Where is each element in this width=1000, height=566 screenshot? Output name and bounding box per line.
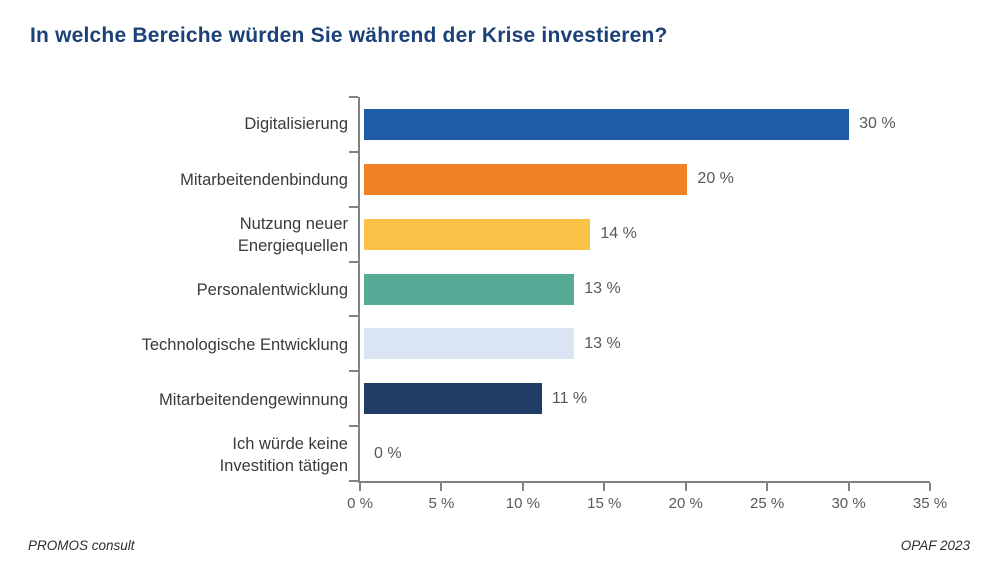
x-axis-tick-label: 25 % bbox=[750, 495, 785, 512]
category-axis-labels: Digitalisierung Mitarbeitendenbindung Nutz… bbox=[0, 97, 348, 483]
y-axis-tick bbox=[349, 480, 358, 482]
y-axis-tick bbox=[349, 96, 358, 98]
chart-title: In welche Bereiche würden Sie während de… bbox=[30, 24, 668, 47]
bar bbox=[364, 218, 591, 250]
x-axis-tick bbox=[684, 483, 687, 491]
y-axis-tick bbox=[349, 260, 358, 263]
y-axis-tick bbox=[349, 370, 358, 373]
y-axis-tick bbox=[349, 315, 358, 318]
bar-row: 13 % bbox=[360, 262, 930, 317]
plot-area: 30 % 20 % 14 % 13 % 13 % 11 % 0 % 0 % 5 % 10 % 15… bbox=[347, 96, 947, 512]
bar-row: 20 % bbox=[360, 152, 930, 207]
category-label: Digitalisierung bbox=[244, 115, 348, 134]
x-axis-tick bbox=[603, 483, 606, 491]
bar-row: 30 % bbox=[360, 97, 930, 152]
bar bbox=[364, 273, 575, 305]
x-axis-tick-label: 0 % bbox=[347, 495, 373, 512]
x-axis-tick-label: 20 % bbox=[668, 495, 703, 512]
bar bbox=[364, 108, 850, 140]
x-axis-tick-label: 5 % bbox=[428, 495, 455, 512]
bar bbox=[364, 328, 575, 360]
category-label: Mitarbeitendenbindung bbox=[180, 170, 348, 189]
x-axis-tick-label: 15 % bbox=[587, 495, 622, 512]
x-axis-tick bbox=[929, 483, 931, 491]
bar-row: 13 % bbox=[360, 316, 930, 371]
bar-value-label: 0 % bbox=[374, 444, 402, 462]
x-axis-tick bbox=[521, 483, 524, 491]
bar-value-label: 14 % bbox=[600, 225, 637, 243]
category-label: Personalentwicklung bbox=[196, 280, 348, 299]
bar-row: 14 % bbox=[360, 207, 930, 262]
y-axis-tick bbox=[349, 425, 358, 428]
bar-value-label: 13 % bbox=[584, 334, 621, 352]
bar-row: 11 % bbox=[360, 371, 930, 426]
x-axis-tick bbox=[359, 483, 361, 491]
x-axis-tick-label: 35 % bbox=[912, 495, 948, 512]
x-axis-tick-label: 10 % bbox=[505, 495, 540, 512]
bar-value-label: 13 % bbox=[584, 280, 621, 297]
y-axis-tick bbox=[349, 205, 358, 208]
y-axis-tick bbox=[349, 150, 358, 153]
category-label: Technologische Entwicklung bbox=[141, 336, 348, 354]
category-label: Ich würde keine Investition tätigen bbox=[219, 435, 348, 476]
bar-value-label: 11 % bbox=[551, 389, 588, 407]
x-axis-tick bbox=[766, 483, 769, 491]
category-label: Mitarbeitendengewinnung bbox=[159, 391, 348, 410]
bar bbox=[364, 163, 688, 195]
source-label: PROMOS consult bbox=[28, 538, 135, 553]
bar-value-label: 30 % bbox=[859, 115, 896, 133]
x-axis-tick bbox=[847, 483, 850, 491]
bar-value-label: 20 % bbox=[697, 170, 734, 188]
bar bbox=[364, 383, 542, 415]
x-axis-tick bbox=[440, 483, 443, 491]
category-label: Nutzung neuer Energiequellen bbox=[237, 214, 348, 255]
bar-series: 30 % 20 % 14 % 13 % 13 % 11 % 0 % bbox=[360, 97, 930, 481]
x-axis-tick-label: 30 % bbox=[831, 495, 866, 512]
survey-label: OPAF 2023 bbox=[900, 538, 970, 553]
bar-row: 0 % bbox=[360, 426, 930, 481]
